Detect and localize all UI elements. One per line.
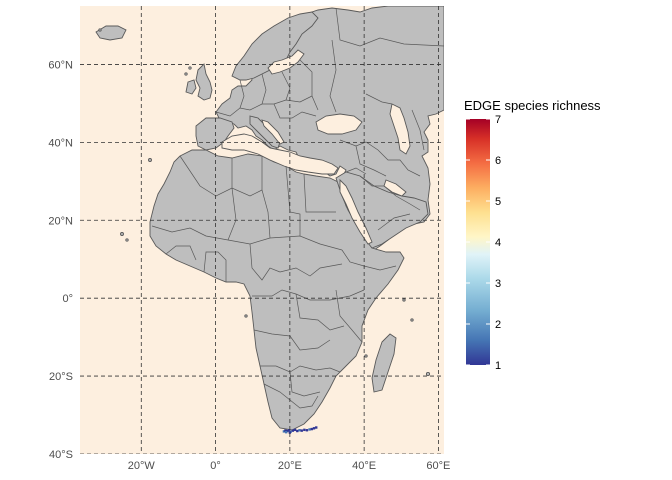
legend-tick-label: 1	[495, 360, 501, 372]
richness-cell	[315, 426, 318, 429]
country-border	[252, 289, 365, 301]
island	[125, 238, 129, 242]
country-border	[279, 263, 343, 277]
country-borders	[151, 7, 444, 409]
richness-cell	[284, 430, 288, 434]
country-border	[329, 39, 337, 113]
inland-seas	[221, 49, 411, 245]
britain-landmass	[195, 63, 213, 101]
country-border	[203, 251, 227, 282]
latitude-axis-labels: 60°N 40°N 20°N 0° 20°S 40°S	[48, 59, 73, 461]
longitude-tick-label: 40°E	[352, 460, 376, 472]
legend-tick-label: 2	[495, 319, 501, 331]
island	[148, 158, 152, 162]
island	[364, 354, 368, 358]
island	[410, 318, 414, 322]
country-border	[411, 109, 425, 151]
island	[184, 72, 188, 76]
country-border	[345, 167, 367, 175]
country-border	[281, 71, 291, 101]
country-border	[365, 93, 393, 105]
country-border	[165, 245, 197, 261]
mediterranean-sea	[221, 133, 339, 175]
legend-ticks: 1 2 3 4 5 6 7	[466, 114, 501, 372]
latitude-tick-label: 0°	[62, 293, 73, 305]
longitude-axis-labels: 20°W 0° 20°E 40°E 60°E	[128, 460, 451, 472]
country-border	[151, 225, 343, 251]
red-sea	[339, 178, 373, 245]
latitude-tick-label: 40°N	[48, 137, 73, 149]
country-border	[261, 73, 267, 105]
island	[120, 232, 124, 236]
iberia-landmass	[195, 117, 235, 151]
country-border	[355, 145, 387, 177]
richness-cell	[288, 431, 292, 434]
island	[402, 298, 406, 302]
graticule	[80, 6, 444, 454]
richness-cell	[296, 429, 299, 433]
ireland-landmass	[185, 79, 197, 95]
country-border	[227, 158, 237, 241]
island	[98, 28, 102, 32]
legend-tick-label: 6	[495, 155, 501, 167]
richness-cell	[305, 429, 309, 432]
richness-cell	[287, 429, 291, 432]
legend-tick-label: 5	[495, 196, 501, 208]
richness-points	[282, 426, 318, 434]
legend: EDGE species richness 1 2 3 4 5 6 7	[464, 98, 601, 372]
country-border	[359, 175, 421, 211]
latitude-tick-label: 40°S	[49, 449, 73, 461]
country-border	[273, 103, 317, 119]
country-border	[261, 156, 271, 239]
longitude-tick-label: 20°E	[278, 460, 302, 472]
iceland-landmass	[95, 25, 127, 41]
madagascar-landmass	[371, 333, 397, 393]
richness-cell	[291, 429, 295, 432]
richness-cell	[310, 427, 313, 431]
latitude-tick-label: 20°N	[48, 215, 73, 227]
country-border	[299, 59, 319, 111]
baltic-sea	[267, 49, 305, 75]
country-border	[295, 293, 345, 331]
legend-title: EDGE species richness	[464, 98, 601, 113]
country-border	[260, 365, 341, 373]
richness-cell	[298, 429, 301, 432]
legend-tick-label: 3	[495, 278, 501, 290]
country-border	[249, 243, 281, 281]
caspian-sea	[389, 103, 411, 155]
country-border	[303, 173, 336, 213]
longitude-tick-label: 20°W	[128, 460, 156, 472]
country-border	[339, 139, 421, 177]
country-border	[377, 213, 411, 231]
richness-cell	[303, 428, 306, 432]
richness-cell	[300, 429, 303, 432]
adriatic-sea	[261, 119, 285, 145]
longitude-tick-label: 60°E	[426, 460, 450, 472]
country-border	[289, 371, 321, 397]
latitude-tick-label: 60°N	[48, 59, 73, 71]
richness-cell	[282, 430, 286, 433]
richness-cell	[284, 429, 287, 432]
legend-tick-label: 4	[495, 237, 501, 249]
richness-cell	[308, 428, 311, 431]
island	[425, 371, 431, 377]
black-sea	[315, 113, 363, 135]
legend-tick-label: 7	[495, 114, 501, 126]
scandinavia-landmass	[231, 11, 319, 81]
country-border	[239, 79, 245, 109]
country-border	[335, 7, 444, 47]
country-border	[253, 329, 331, 351]
longitude-tick-label: 0°	[210, 460, 221, 472]
country-border	[335, 289, 363, 343]
latitude-tick-label: 20°S	[49, 371, 73, 383]
country-border	[179, 155, 263, 197]
richness-cell	[312, 427, 316, 430]
island	[244, 314, 248, 318]
country-border	[285, 165, 301, 236]
island	[188, 66, 192, 70]
country-border	[263, 383, 319, 409]
richness-cell	[293, 428, 297, 432]
